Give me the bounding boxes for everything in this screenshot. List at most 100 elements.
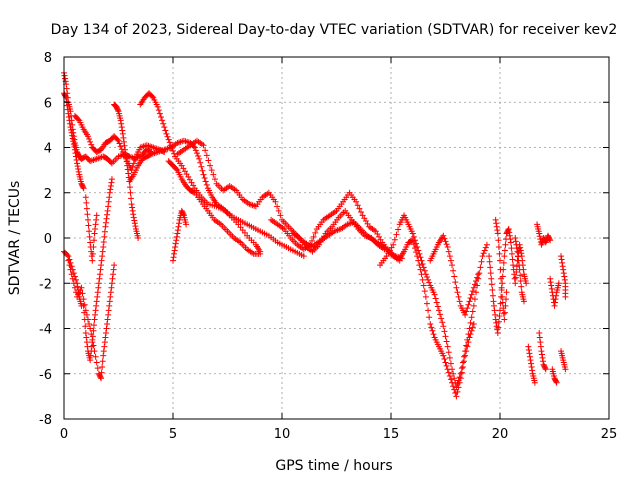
data-point (80, 185, 87, 192)
data-point (88, 348, 95, 355)
data-point (501, 309, 508, 316)
data-point (66, 117, 73, 124)
data-point (71, 273, 78, 280)
data-point (108, 284, 115, 291)
data-point (435, 307, 442, 314)
data-point (300, 253, 307, 260)
data-point (111, 262, 118, 269)
data-point (207, 162, 214, 169)
data-point (438, 315, 445, 322)
data-point (441, 235, 448, 242)
data-point (108, 179, 115, 186)
data-point (528, 363, 535, 370)
data-point (88, 141, 95, 148)
data-point (496, 250, 503, 257)
data-point (202, 178, 209, 185)
data-point (117, 117, 124, 124)
data-point (93, 302, 100, 309)
series-track-29 (512, 235, 527, 305)
data-point (119, 127, 126, 134)
data-point (128, 195, 135, 202)
data-point (495, 324, 502, 331)
series-track-28 (558, 348, 569, 373)
data-point (497, 307, 503, 314)
x-axis-label: GPS time / hours (275, 458, 392, 474)
data-point (131, 220, 138, 227)
data-point (149, 93, 156, 100)
data-point (495, 244, 502, 251)
data-point (456, 379, 463, 386)
data-point (158, 113, 165, 120)
data-point (451, 273, 458, 280)
series-track-3 (71, 112, 168, 174)
data-point (462, 352, 469, 359)
data-point (272, 198, 279, 205)
data-point (547, 237, 554, 244)
data-point (120, 138, 127, 145)
data-point (537, 343, 544, 350)
data-point (427, 320, 434, 327)
data-point (211, 176, 218, 183)
data-point (97, 374, 104, 381)
series-track-25 (547, 275, 562, 309)
data-point (172, 244, 179, 251)
series-track-19 (170, 207, 190, 264)
data-point (455, 293, 462, 300)
data-point (492, 311, 499, 318)
data-point (540, 358, 547, 365)
data-point (96, 271, 103, 278)
data-point (443, 362, 450, 369)
series-track-18 (82, 194, 100, 264)
data-point (546, 236, 553, 243)
data-point (542, 366, 549, 373)
data-point (461, 358, 468, 365)
data-point (440, 352, 447, 359)
data-point (90, 237, 97, 244)
data-point (168, 145, 175, 152)
data-point (480, 250, 487, 257)
data-point (80, 184, 87, 191)
data-point (104, 207, 111, 214)
data-point (463, 348, 470, 355)
data-point (75, 287, 82, 294)
data-point (175, 223, 182, 230)
data-point (457, 375, 464, 382)
data-point (173, 165, 180, 172)
data-point (163, 130, 170, 137)
data-point (492, 316, 499, 323)
y-tick-label: 6 (44, 96, 52, 111)
data-point (99, 253, 106, 260)
x-tick-label: 0 (60, 427, 68, 442)
data-point (420, 282, 427, 289)
data-point (98, 262, 105, 269)
series-track-9 (268, 189, 405, 262)
data-point (474, 274, 481, 281)
data-point (531, 379, 538, 386)
data-point (555, 280, 562, 287)
data-point (274, 203, 281, 210)
data-point (456, 298, 463, 305)
data-point (92, 307, 99, 314)
data-point (538, 348, 545, 355)
data-point (99, 363, 106, 370)
data-point (511, 275, 518, 282)
data-point (432, 295, 439, 302)
data-point (466, 334, 473, 341)
data-point (469, 308, 476, 315)
data-point (502, 241, 509, 248)
data-point (558, 253, 565, 260)
data-point (453, 393, 460, 400)
data-point (87, 357, 94, 364)
data-point (390, 241, 397, 248)
data-point (98, 375, 105, 382)
data-point (74, 280, 81, 287)
data-point (525, 346, 532, 353)
data-point (491, 302, 498, 309)
data-point (449, 262, 456, 269)
data-point (548, 282, 555, 289)
data-point (499, 299, 506, 306)
data-point (192, 147, 199, 154)
data-point (83, 205, 90, 212)
y-tick-label: 4 (44, 142, 52, 157)
data-point (101, 343, 108, 350)
